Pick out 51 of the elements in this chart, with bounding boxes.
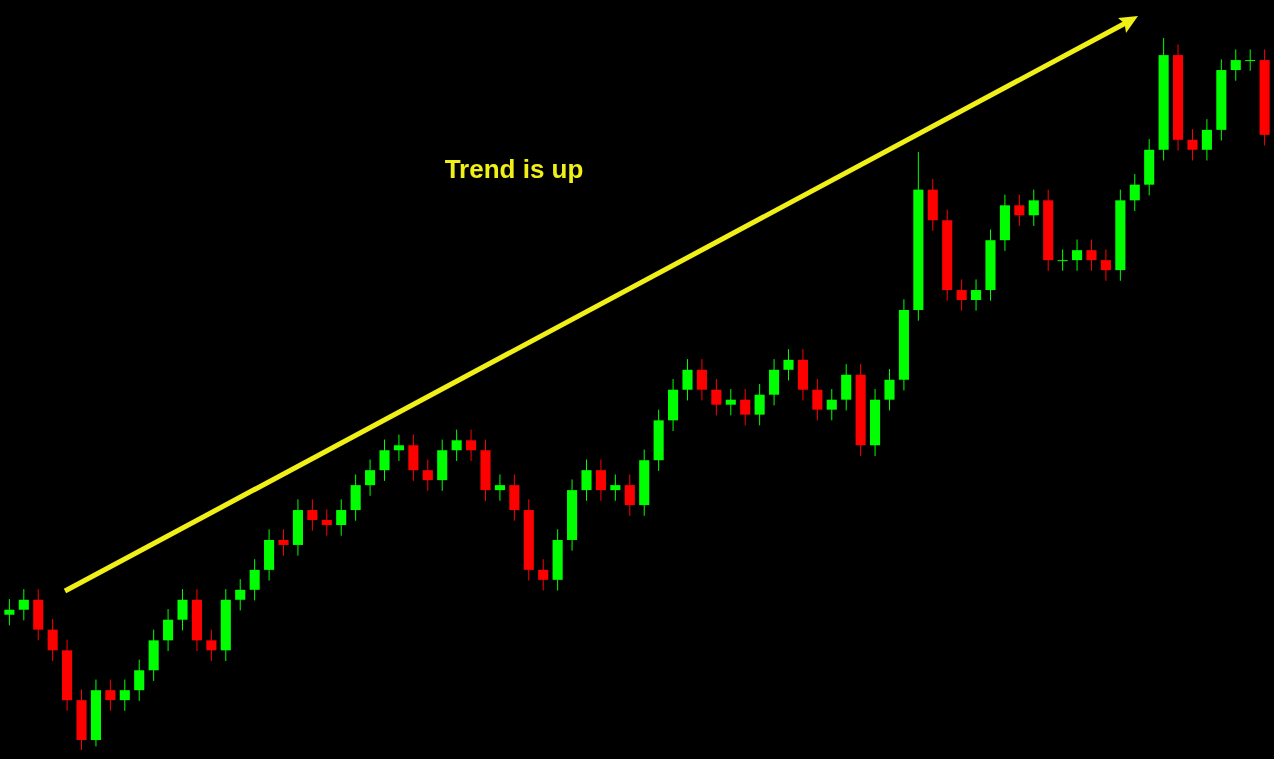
candlestick (971, 278, 982, 312)
candlestick (105, 679, 116, 712)
candlestick (1230, 48, 1241, 82)
candlestick (1014, 194, 1025, 227)
candlestick (711, 378, 722, 416)
candlestick (754, 383, 765, 426)
candlestick (581, 459, 592, 502)
candlestick (725, 388, 736, 416)
candlestick (595, 459, 606, 502)
candlestick (336, 498, 347, 537)
candlestick (826, 388, 837, 421)
candlestick (696, 358, 707, 401)
candlestick (682, 358, 693, 401)
candlestick (365, 459, 376, 497)
candlestick (1201, 118, 1212, 161)
candlestick (812, 378, 823, 421)
candlestick (321, 508, 332, 537)
candlestick (466, 429, 477, 462)
candlestick (1086, 239, 1097, 272)
candlestick (1057, 248, 1068, 272)
candlestick (47, 618, 58, 662)
candlestick (307, 498, 318, 532)
candlestick (235, 578, 246, 611)
candlestick (278, 528, 289, 557)
candlestick (1100, 248, 1111, 282)
candlestick (1072, 239, 1083, 272)
annotation: Trend is up (444, 154, 584, 184)
candlestick (119, 679, 130, 712)
candlestick (379, 439, 390, 482)
candlestick (18, 588, 29, 621)
candlestick (1028, 189, 1039, 227)
candlestick (624, 473, 635, 517)
candlestick (206, 629, 217, 662)
candlestick (4, 598, 15, 626)
candlestick (783, 348, 794, 381)
candlestick (451, 429, 462, 462)
candlestick (884, 368, 895, 411)
candlestick (1129, 173, 1140, 212)
candlestick (177, 588, 188, 631)
candlestick (249, 558, 260, 601)
candlestick (1245, 48, 1256, 72)
candlestick (538, 558, 549, 592)
candlestick (494, 473, 505, 502)
candlestick (393, 434, 404, 462)
candlestick (163, 608, 174, 652)
candlestick (956, 278, 967, 312)
candlestick (134, 659, 145, 702)
candlestick (1187, 128, 1198, 161)
candlestick (422, 459, 433, 492)
candlestick (740, 388, 751, 426)
candlestick (610, 473, 621, 502)
